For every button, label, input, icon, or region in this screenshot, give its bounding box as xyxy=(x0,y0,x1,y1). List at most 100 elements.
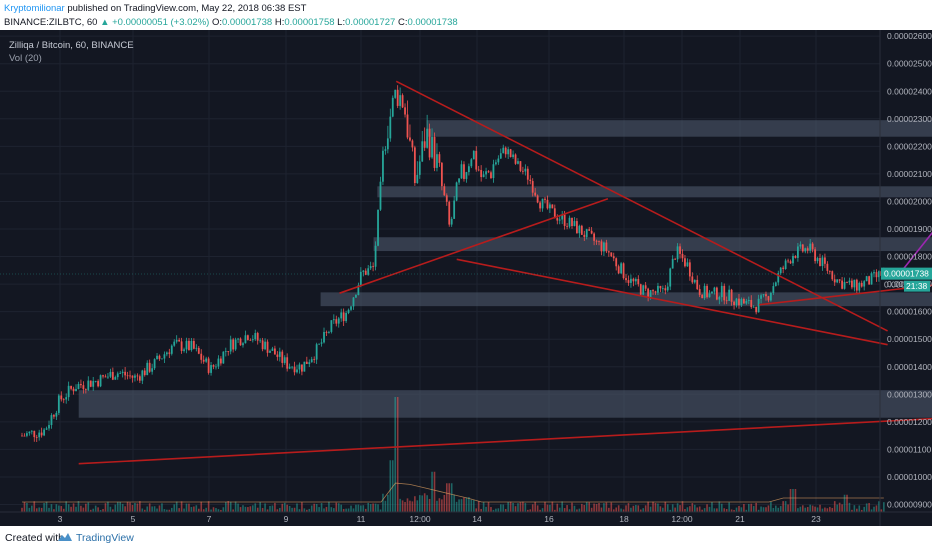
volume-bar xyxy=(620,508,622,512)
volume-bar xyxy=(85,503,87,512)
candle-body xyxy=(725,300,728,302)
candle-body xyxy=(116,373,119,378)
candle-body xyxy=(814,249,816,262)
candle-body xyxy=(124,371,127,376)
volume-bar xyxy=(519,502,522,512)
volume-bar xyxy=(846,494,848,512)
low-value: 0.00001727 xyxy=(345,17,396,28)
volume-bar xyxy=(635,504,637,512)
volume-bar xyxy=(809,504,811,512)
candle-body xyxy=(573,221,576,227)
volume-bar xyxy=(50,504,53,512)
volume-bar xyxy=(276,509,279,512)
chart-area[interactable]: 0.00000900 0.00001000 0.00001100 0.00001200… xyxy=(0,30,932,526)
volume-bar xyxy=(472,500,475,512)
price-chart[interactable]: 0.00000900 0.00001000 0.00001100 0.00001200… xyxy=(0,30,932,526)
tradingview-brand[interactable]: TradingView xyxy=(76,532,134,544)
volume-bar xyxy=(438,498,441,512)
candle-body xyxy=(787,260,789,262)
volume-bar xyxy=(431,471,433,512)
y-tick-label: 0.00002100 xyxy=(887,169,932,179)
countdown-value: 21:38 xyxy=(906,281,928,291)
volume-bar xyxy=(836,504,838,512)
candle-body xyxy=(436,154,438,168)
chart-background xyxy=(0,30,932,526)
volume-bar xyxy=(669,509,672,512)
volume-bar xyxy=(598,503,600,512)
volume-bar xyxy=(743,503,745,512)
volume-bar xyxy=(848,502,851,512)
candle-body xyxy=(355,294,357,298)
candle-body xyxy=(868,276,871,285)
volume-bar xyxy=(458,499,460,512)
volume-bar xyxy=(134,502,136,512)
candle-body xyxy=(342,312,345,322)
candle-body xyxy=(60,395,63,400)
volume-bar xyxy=(863,506,865,512)
volume-bar xyxy=(870,509,873,512)
candle-body xyxy=(688,262,691,277)
candle-body xyxy=(210,365,212,373)
candle-body xyxy=(202,359,205,362)
volume-bar xyxy=(406,498,409,512)
candle-body xyxy=(509,149,512,158)
candle-body xyxy=(615,258,618,267)
sr-zone xyxy=(78,390,932,418)
candle-body xyxy=(350,306,352,310)
volume-bar xyxy=(767,505,770,512)
candle-body xyxy=(146,362,149,376)
volume-bar xyxy=(713,508,716,512)
author-link[interactable]: Kryptomilionar xyxy=(4,3,65,14)
volume-bar xyxy=(509,501,512,512)
candle-body xyxy=(62,399,65,401)
volume-bar xyxy=(762,507,765,512)
candle-body xyxy=(806,248,809,251)
support-resistance-zones xyxy=(78,120,932,418)
volume-bar xyxy=(53,509,55,512)
candle-body xyxy=(634,279,637,282)
candle-body xyxy=(97,381,100,387)
candle-body xyxy=(649,290,652,298)
volume-bar xyxy=(389,460,392,512)
volume-bar xyxy=(35,508,38,512)
volume-bar xyxy=(875,505,878,512)
volume-bar xyxy=(470,499,473,512)
volume-bar xyxy=(735,507,738,512)
candle-body xyxy=(865,276,868,282)
candle-body xyxy=(229,339,232,352)
candle-body xyxy=(401,95,404,108)
candle-body xyxy=(558,219,561,221)
volume-bar xyxy=(878,501,880,512)
volume-bar xyxy=(529,509,532,512)
candle-body xyxy=(188,340,190,351)
candle-body xyxy=(482,174,485,178)
volume-bar xyxy=(492,509,495,512)
volume-bar xyxy=(696,507,699,512)
volume-bar xyxy=(31,505,33,512)
volume-bar xyxy=(153,506,156,512)
volume-bar xyxy=(524,503,527,512)
volume-bar xyxy=(603,503,605,512)
volume-bar xyxy=(298,509,301,512)
candle-body xyxy=(212,365,215,367)
candle-body xyxy=(831,271,834,280)
x-tick-label: 7 xyxy=(207,514,212,524)
volume-bar xyxy=(77,501,80,512)
candle-body xyxy=(485,171,487,175)
volume-bar xyxy=(173,504,176,512)
volume-bar xyxy=(585,501,588,512)
volume-bar xyxy=(600,507,603,512)
candle-body xyxy=(711,291,713,294)
volume-bar xyxy=(573,505,576,512)
candle-body xyxy=(603,242,605,252)
candle-body xyxy=(698,289,701,295)
volume-bar xyxy=(396,397,399,512)
y-tick-label: 0.00001800 xyxy=(887,252,932,262)
volume-bar xyxy=(502,504,505,512)
candle-body xyxy=(99,375,102,387)
volume-bar xyxy=(67,504,70,512)
candle-body xyxy=(659,285,662,289)
volume-bar xyxy=(716,508,718,512)
candle-body xyxy=(67,385,70,398)
volume-bar xyxy=(175,501,178,512)
